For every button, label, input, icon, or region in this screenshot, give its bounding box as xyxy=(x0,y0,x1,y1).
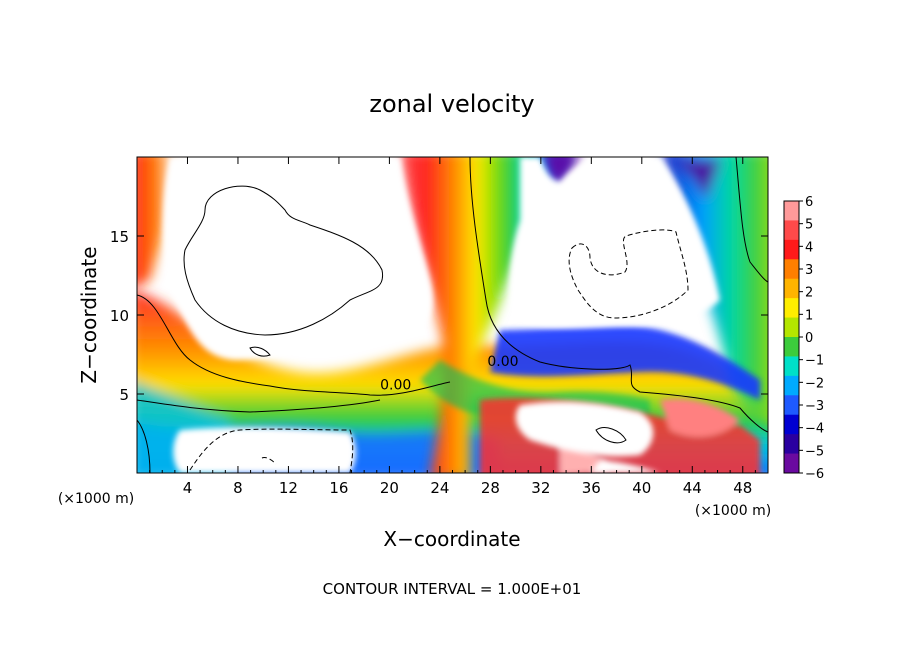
x-tick-label: 28 xyxy=(481,479,500,497)
field-layer xyxy=(137,157,768,473)
colorbar-label: 3 xyxy=(805,263,813,278)
contour-label: 0.00 xyxy=(380,378,411,394)
colorbar-label: −1 xyxy=(805,354,824,369)
x-tick-label: 20 xyxy=(380,479,399,497)
colorbar-swatch xyxy=(784,239,799,260)
chart-title: zonal velocity xyxy=(369,90,534,118)
y-tick-label: 5 xyxy=(119,386,129,404)
y-axis-label: Z−coordinate xyxy=(77,246,101,383)
contour-label: 0.00 xyxy=(487,354,518,370)
x-unit-label-right: (×1000 m) xyxy=(695,503,771,519)
colorbar-label: 4 xyxy=(805,240,813,255)
x-unit-label-left: (×1000 m) xyxy=(58,491,134,507)
y-tick-label: 10 xyxy=(110,307,129,325)
colorbar-swatch xyxy=(784,259,799,280)
colorbar-swatch xyxy=(784,278,799,299)
colorbar-swatch xyxy=(784,375,799,396)
x-axis-label: X−coordinate xyxy=(383,527,520,551)
x-tick-label: 16 xyxy=(329,479,348,497)
y-tick-label: 15 xyxy=(110,228,129,246)
x-tick-label: 44 xyxy=(683,479,702,497)
colorbar: 6 5 4 3 2 1 0 −1 −2 −3 −4 −5 −6 xyxy=(783,195,824,482)
colorbar-swatch xyxy=(784,298,799,319)
colorbar-label: 5 xyxy=(805,218,813,233)
x-tick-label: 40 xyxy=(632,479,651,497)
colorbar-swatch xyxy=(784,434,799,455)
y-axis-ticks: 5 10 15 xyxy=(110,228,768,404)
x-tick-label: 24 xyxy=(430,479,449,497)
x-axis-ticks: 4 8 12 16 20 24 28 32 36 40 44 48 xyxy=(149,157,756,497)
x-tick-label: 12 xyxy=(279,479,298,497)
x-tick-label: 4 xyxy=(183,479,193,497)
colorbar-swatch xyxy=(784,356,799,377)
colorbar-swatch xyxy=(784,317,799,338)
colorbar-label: −4 xyxy=(805,422,824,437)
colorbar-label: 1 xyxy=(805,308,813,323)
colorbar-label: −3 xyxy=(805,399,824,414)
colorbar-label: −5 xyxy=(805,444,824,459)
colorbar-swatch xyxy=(784,220,799,241)
colorbar-label: 0 xyxy=(805,331,813,346)
colorbar-label: 6 xyxy=(805,195,813,210)
x-tick-label: 32 xyxy=(531,479,550,497)
contour-interval-note: CONTOUR INTERVAL = 1.000E+01 xyxy=(323,580,582,598)
colorbar-label: 2 xyxy=(805,286,813,301)
colorbar-swatch xyxy=(784,395,799,416)
colorbar-label: −2 xyxy=(805,376,824,391)
x-tick-label: 8 xyxy=(233,479,243,497)
colorbar-swatch xyxy=(784,453,799,474)
contour-labels: 0.00 0.00 xyxy=(380,354,518,394)
colorbar-swatch xyxy=(784,201,799,221)
colorbar-label: −6 xyxy=(805,467,824,482)
colorbar-swatch xyxy=(784,337,799,357)
x-tick-label: 36 xyxy=(582,479,601,497)
colorbar-swatch xyxy=(784,414,799,435)
x-tick-label: 48 xyxy=(733,479,752,497)
